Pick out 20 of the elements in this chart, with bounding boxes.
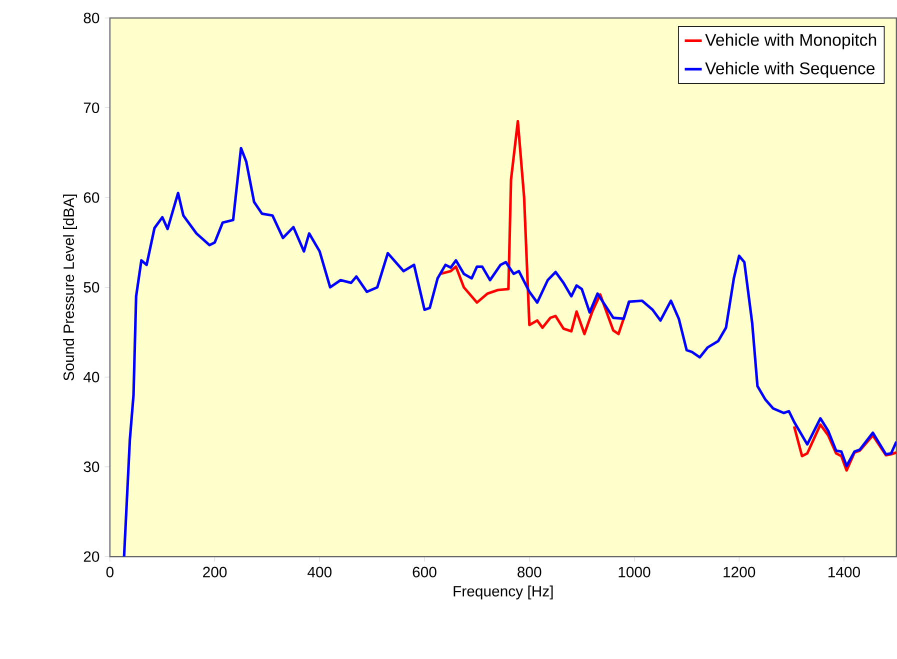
x-tick-label: 800 <box>518 567 542 578</box>
x-tick-label: 600 <box>412 567 436 578</box>
x-tick-label: 400 <box>308 567 332 578</box>
line-series <box>122 147 896 557</box>
y-tick-label: 80 <box>84 12 100 24</box>
x-tick-label: 1400 <box>828 567 860 578</box>
y-tick-label: 40 <box>83 372 100 383</box>
x-tick-label: 0 <box>106 567 114 578</box>
y-tick-label: 20 <box>84 552 100 562</box>
y-tick-label: 50 <box>84 282 100 293</box>
x-tick-label: 1000 <box>618 567 650 578</box>
legend-label: Vehicle with Monopitch <box>705 34 876 50</box>
x-tick-label: 200 <box>203 567 227 578</box>
y-tick-label: 30 <box>84 462 100 472</box>
y-axis-title: Sound Pressure Level [dBA] <box>63 194 77 381</box>
legend-label: Vehicle with Sequence <box>705 62 875 78</box>
x-axis-title: Frequency [Hz] <box>454 586 553 600</box>
y-tick-label: 60 <box>84 192 100 204</box>
x-tick-label: 1200 <box>724 567 756 578</box>
y-tick-label: 70 <box>84 102 100 114</box>
